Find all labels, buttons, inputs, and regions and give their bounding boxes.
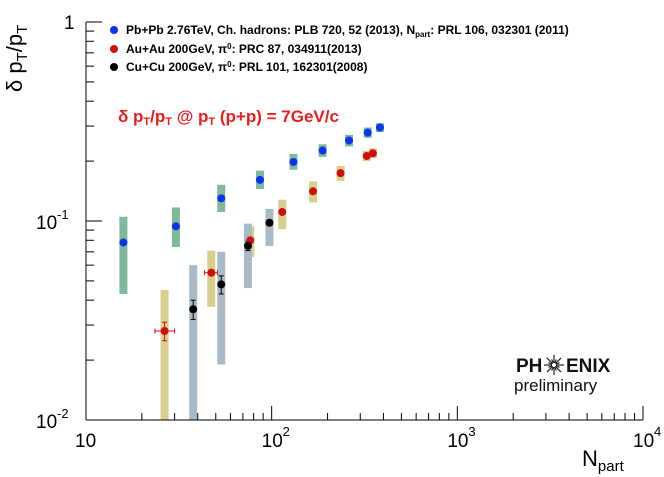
y-tick-label-base: 1 <box>64 13 75 34</box>
x-tick-label: 10 3 <box>447 424 475 452</box>
x-tick-label-exponent: 2 <box>283 424 290 439</box>
y-tick-label-exponent: -1 <box>57 207 69 222</box>
logo-star-ray <box>546 365 554 373</box>
legend: Pb+Pb 2.76TeV, Ch. hadrons: PLB 720, 52 … <box>110 23 569 74</box>
x-tick-label-exponent: 4 <box>654 424 661 439</box>
y-tick-label-exponent: -2 <box>57 406 69 421</box>
y-tick-label: 1 <box>64 13 75 34</box>
data-point-series-3 <box>217 280 226 289</box>
logo-star-ray <box>551 366 554 371</box>
data-point-series-1 <box>289 157 298 166</box>
data-point-series-1 <box>217 194 226 203</box>
logo-subtitle: preliminary <box>514 376 598 395</box>
systematic-band <box>119 216 128 294</box>
data-point-series-1 <box>119 238 128 247</box>
systematic-band <box>207 250 216 307</box>
logo-star-ray <box>555 362 560 365</box>
logo-star-ray <box>554 366 557 371</box>
data-point-series-1 <box>363 128 372 137</box>
data-point-series-1 <box>375 123 384 132</box>
data-point-series-1 <box>318 146 327 155</box>
y-tick-label: 10 -1 <box>36 207 69 234</box>
y-tick-label: 10 -2 <box>36 406 69 433</box>
data-points <box>119 123 384 336</box>
systematic-band <box>189 265 198 420</box>
y-axis-title: δ pT/pT <box>2 25 31 92</box>
systematic-band <box>217 251 226 365</box>
data-point-series-3 <box>189 305 198 314</box>
logo-star-ray <box>554 365 562 373</box>
systematic-band <box>243 223 252 289</box>
x-tick-label: 10 2 <box>262 424 290 452</box>
data-point-series-1 <box>255 175 264 184</box>
logo-star-ray <box>554 359 557 364</box>
x-tick-label-base: 10 <box>75 431 96 452</box>
data-point-series-2 <box>309 187 318 196</box>
data-point-series-3 <box>243 241 252 250</box>
legend-entry-series-3: Cu+Cu 200GeV, π0: PRL 101, 162301(2008) <box>126 60 367 74</box>
logo-star-icon <box>544 355 564 375</box>
logo-text-left: PH <box>516 356 542 377</box>
data-point-series-2 <box>160 327 169 336</box>
legend-marker-series-1 <box>110 26 118 34</box>
logo-star-ray <box>551 359 554 364</box>
x-tick-label: 10 4 <box>633 424 661 452</box>
logo-star-ray <box>546 357 554 365</box>
data-point-series-1 <box>171 222 180 231</box>
legend-entry-series-2: Au+Au 200GeV, π0: PRC 87, 034911(2013) <box>126 42 362 56</box>
logo-star-ray <box>548 365 553 368</box>
data-point-series-2 <box>336 169 345 178</box>
data-point-series-3 <box>265 218 274 227</box>
legend-marker-series-2 <box>110 45 118 53</box>
y-tick-label-base: 10 <box>36 412 57 433</box>
logo-star-ray <box>548 362 553 365</box>
legend-entry-series-1: Pb+Pb 2.76TeV, Ch. hadrons: PLB 720, 52 … <box>126 23 569 39</box>
systematic-band <box>160 290 169 420</box>
data-point-series-1 <box>345 136 354 145</box>
logo-text-right: ENIX <box>566 356 611 377</box>
logo-star-ray <box>554 357 562 365</box>
legend-marker-series-3 <box>110 63 118 71</box>
data-point-series-2 <box>368 149 377 158</box>
logo-star-ray <box>555 365 560 368</box>
x-tick-label-exponent: 3 <box>468 424 475 439</box>
phenix-logo: PH ENIX preliminary <box>514 355 611 395</box>
x-tick-label-base: 10 <box>447 431 468 452</box>
chart-annotation: δ pT/pT @ pT (p+p) = 7GeV/c <box>118 107 339 128</box>
x-tick-label-base: 10 <box>262 431 283 452</box>
y-tick-label-base: 10 <box>36 213 57 234</box>
x-tick-label-base: 10 <box>633 431 654 452</box>
data-point-series-2 <box>362 152 371 161</box>
x-axis-title: Npart <box>582 446 625 475</box>
systematic-band <box>265 208 274 246</box>
data-point-series-2 <box>278 207 287 216</box>
data-point-series-2 <box>207 268 216 277</box>
x-tick-label: 10 <box>75 431 96 452</box>
